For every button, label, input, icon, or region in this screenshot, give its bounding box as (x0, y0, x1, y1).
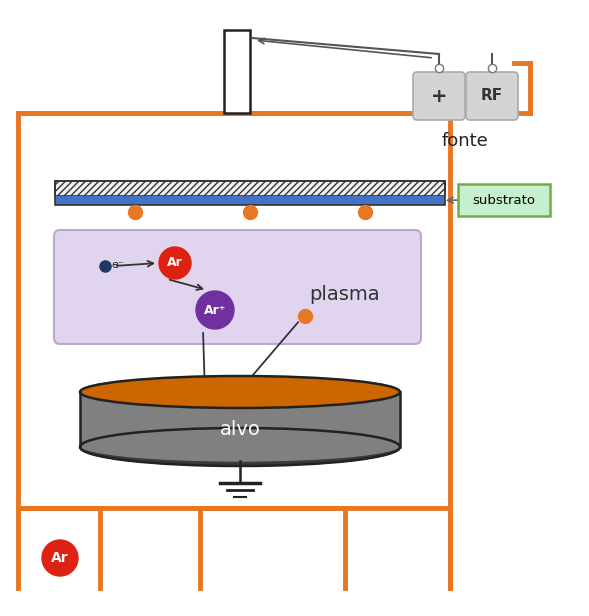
Text: +: + (431, 86, 447, 105)
FancyBboxPatch shape (413, 72, 465, 120)
Text: Ar: Ar (51, 551, 69, 565)
Bar (55, 181, 445, 205)
Text: RF: RF (481, 89, 503, 103)
FancyBboxPatch shape (54, 230, 421, 344)
Circle shape (159, 247, 191, 279)
Ellipse shape (80, 429, 400, 461)
Text: alvo: alvo (220, 420, 260, 439)
Text: plasma: plasma (310, 285, 380, 304)
Bar (80, 392, 400, 447)
Ellipse shape (80, 428, 400, 466)
Text: e⁻: e⁻ (111, 260, 124, 270)
Text: Ar⁺: Ar⁺ (204, 304, 226, 317)
Bar (55, 181, 445, 196)
Ellipse shape (80, 376, 400, 408)
Bar (18, 113, 450, 508)
Text: fonte: fonte (442, 132, 489, 150)
Circle shape (196, 291, 234, 329)
Circle shape (42, 540, 78, 576)
Text: substrato: substrato (472, 193, 535, 206)
Bar (224, 30, 250, 113)
Bar (55, 196, 445, 205)
FancyBboxPatch shape (458, 184, 550, 216)
FancyBboxPatch shape (466, 72, 518, 120)
Text: Ar: Ar (167, 256, 183, 270)
